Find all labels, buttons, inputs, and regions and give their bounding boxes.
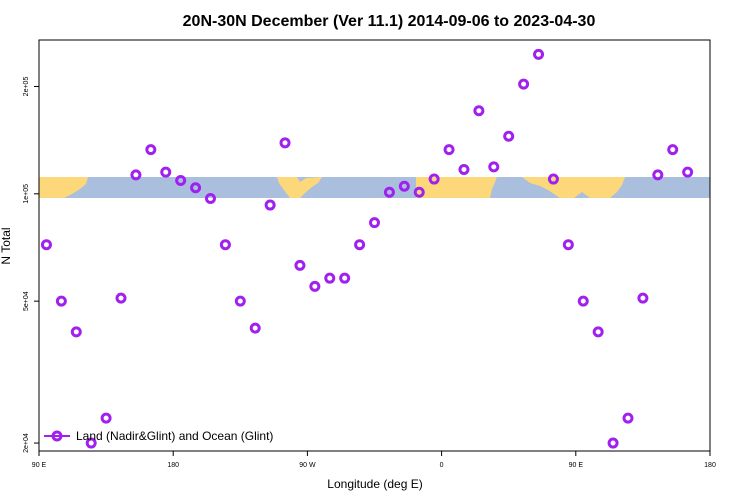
data-point — [473, 105, 485, 117]
y-tick-label: 2e+05 — [23, 77, 30, 97]
world-map-strip — [39, 177, 710, 198]
data-point — [488, 161, 500, 173]
data-point — [398, 180, 410, 192]
legend: Land (Nadir&Glint) and Ocean (Glint) — [44, 429, 273, 443]
land-asia — [39, 177, 88, 198]
data-point — [369, 217, 380, 229]
data-point — [622, 412, 634, 424]
data-point — [324, 272, 336, 284]
data-point — [458, 164, 470, 176]
data-point — [607, 437, 619, 449]
x-tick-label: 180 — [704, 462, 716, 469]
y-axis-label: N Total — [0, 227, 13, 264]
y-tick-label: 2e+04 — [23, 433, 30, 453]
data-point — [309, 280, 321, 292]
x-tick-label: 90 W — [299, 462, 316, 469]
data-point — [339, 272, 351, 284]
data-point — [160, 166, 172, 178]
data-points — [40, 48, 694, 449]
data-point — [383, 186, 395, 198]
data-point — [190, 182, 202, 194]
data-point — [547, 173, 559, 185]
x-tick-label: 90 E — [32, 462, 47, 469]
data-point — [667, 144, 679, 156]
x-axis-ticks: 90 E 180 90 W 0 90 E 180 — [32, 451, 716, 469]
data-point — [518, 78, 530, 90]
y-axis-ticks: 2e+04 5e+04 1e+05 2e+05 — [23, 77, 39, 453]
data-point — [40, 239, 52, 251]
legend-marker — [51, 430, 63, 442]
data-point — [234, 295, 246, 307]
data-point — [145, 144, 157, 156]
land-india-china — [522, 177, 625, 198]
data-point — [175, 174, 187, 186]
land-africa — [416, 177, 497, 198]
data-point — [413, 186, 425, 198]
data-point — [503, 130, 515, 142]
x-axis-label: Longitude (deg E) — [327, 477, 422, 491]
data-point — [637, 292, 649, 304]
y-tick-label: 1e+05 — [23, 184, 30, 204]
data-point — [130, 169, 142, 181]
data-point — [577, 295, 589, 307]
data-point — [85, 437, 97, 449]
data-point — [562, 239, 574, 251]
data-point — [652, 169, 664, 181]
y-tick-label: 5e+04 — [23, 291, 30, 311]
data-point — [592, 326, 604, 338]
data-point — [354, 239, 366, 251]
x-tick-label: 180 — [167, 462, 179, 469]
chart-title: 20N-30N December (Ver 11.1) 2014-09-06 t… — [183, 13, 596, 30]
data-point — [682, 166, 694, 178]
data-point — [55, 295, 67, 307]
land-north-america — [277, 177, 322, 198]
x-tick-label: 90 E — [569, 462, 584, 469]
data-point — [204, 193, 216, 205]
data-point — [279, 137, 291, 149]
plot-frame — [38, 39, 711, 452]
data-point — [115, 292, 127, 304]
data-point — [264, 199, 276, 211]
data-point — [443, 144, 455, 156]
data-point — [294, 259, 306, 271]
data-point — [70, 326, 82, 338]
x-tick-label: 0 — [440, 462, 444, 469]
data-point — [100, 412, 112, 424]
legend-label: Land (Nadir&Glint) and Ocean (Glint) — [76, 429, 273, 443]
data-point — [219, 239, 231, 251]
data-point — [533, 48, 545, 60]
data-point — [428, 173, 440, 185]
data-point — [249, 322, 261, 334]
